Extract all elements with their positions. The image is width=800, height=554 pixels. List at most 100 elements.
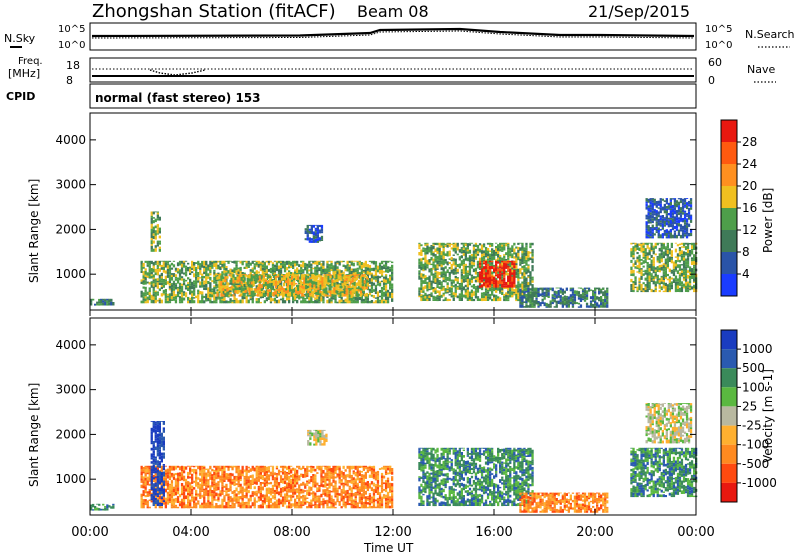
data-cell: [476, 277, 480, 279]
data-cell: [176, 288, 180, 292]
data-cell: [187, 284, 190, 286]
data-cell: [259, 504, 262, 509]
colorbar-swatch: [721, 230, 737, 252]
data-cell: [258, 275, 261, 279]
data-cell: [525, 247, 528, 251]
data-cell: [649, 204, 652, 208]
data-cell: [170, 484, 174, 487]
data-cell: [464, 247, 467, 252]
data-cell: [242, 287, 245, 291]
data-cell: [583, 289, 587, 294]
data-cell: [376, 291, 380, 294]
data-cell: [108, 302, 111, 306]
data-cell: [470, 254, 474, 257]
data-cell: [658, 264, 661, 268]
data-cell: [495, 289, 498, 293]
data-cell: [180, 283, 184, 286]
data-cell: [261, 262, 264, 265]
data-cell: [374, 284, 378, 288]
data-cell: [583, 287, 587, 290]
data-cell: [316, 299, 319, 301]
data-cell: [144, 292, 147, 295]
data-cell: [203, 483, 206, 486]
data-cell: [505, 252, 508, 256]
data-cell: [372, 301, 376, 304]
data-cell: [203, 287, 206, 290]
data-cell: [486, 274, 490, 278]
data-cell: [666, 278, 669, 281]
data-cell: [225, 270, 228, 273]
data-cell: [299, 281, 302, 283]
data-cell: [669, 208, 672, 211]
data-cell: [683, 202, 687, 205]
data-cell: [424, 265, 427, 269]
data-cell: [276, 293, 280, 297]
data-cell: [253, 502, 256, 507]
data-cell: [191, 492, 194, 495]
data-cell: [660, 267, 663, 271]
data-cell: [166, 265, 170, 269]
data-cell: [170, 275, 174, 277]
data-cell: [382, 276, 386, 279]
data-cell: [358, 261, 361, 266]
data-cell: [231, 502, 234, 505]
data-cell: [503, 244, 506, 247]
data-cell: [302, 269, 305, 273]
data-cell: [438, 254, 441, 258]
colorbar-swatch: [721, 142, 737, 164]
data-cell: [662, 282, 665, 285]
data-cell: [561, 304, 564, 308]
data-cell: [386, 269, 390, 273]
data-cell: [363, 280, 366, 284]
data-cell: [434, 274, 437, 279]
data-cell: [686, 264, 690, 268]
data-cell: [472, 265, 476, 267]
data-cell: [440, 264, 443, 268]
data-cell: [265, 496, 268, 501]
data-cell: [148, 268, 151, 273]
data-cell: [682, 277, 686, 279]
data-cell: [501, 273, 504, 277]
data-cell: [362, 298, 365, 302]
data-cell: [207, 479, 210, 482]
data-cell: [648, 249, 651, 252]
data-cell: [353, 274, 356, 278]
data-cell: [600, 296, 603, 300]
data-cell: [575, 302, 579, 304]
data-cell: [221, 298, 224, 301]
data-cell: [306, 237, 309, 241]
data-cell: [630, 255, 633, 258]
data-cell: [424, 256, 427, 261]
data-cell: [602, 301, 605, 306]
data-cell: [634, 244, 637, 248]
data-cell: [666, 244, 669, 246]
data-cell: [480, 292, 484, 295]
data-cell: [569, 294, 572, 298]
data-cell: [220, 293, 223, 297]
data-cell: [493, 268, 496, 272]
data-cell: [255, 479, 258, 482]
data-cell: [454, 271, 457, 275]
data-cell: [689, 219, 693, 223]
data-cell: [587, 289, 591, 292]
data-cell: [213, 280, 216, 284]
nave-label: Nave: [747, 63, 775, 76]
data-cell: [297, 294, 300, 297]
data-cell: [368, 285, 372, 287]
data-cell: [303, 295, 306, 297]
data-cell: [674, 285, 678, 289]
data-cell: [669, 219, 672, 224]
data-cell: [444, 271, 447, 275]
data-cell: [211, 484, 214, 486]
data-cell: [364, 284, 367, 288]
data-cell: [156, 280, 159, 283]
data-cell: [681, 198, 685, 202]
data-cell: [239, 469, 242, 473]
data-cell: [172, 466, 176, 471]
data-cell: [209, 260, 212, 262]
data-cell: [680, 242, 684, 245]
data-cell: [217, 465, 220, 470]
data-cell: [424, 247, 427, 252]
data-cell: [489, 242, 492, 244]
data-cell: [442, 277, 445, 280]
